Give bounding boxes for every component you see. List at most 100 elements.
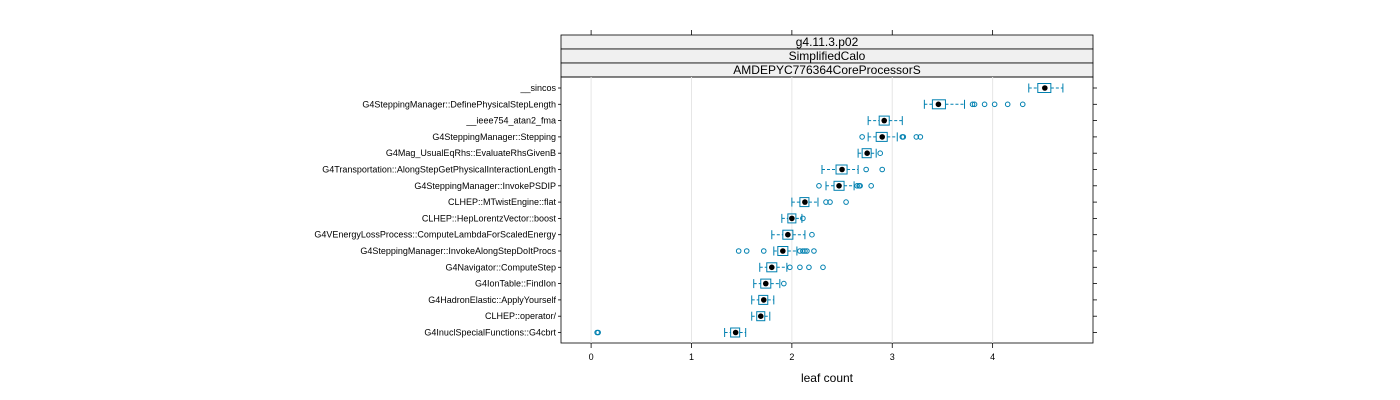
box-rect-6 [833, 180, 845, 191]
median-dot-2 [881, 117, 888, 124]
box-rect-1 [931, 99, 946, 110]
box-3 [859, 131, 924, 142]
box-0 [1028, 83, 1064, 93]
box-rect-3 [875, 131, 888, 142]
outlier-15-1 [595, 329, 601, 336]
category-label-3: G4SteppingManager::Stepping [432, 132, 556, 142]
outlier-5-0 [863, 166, 869, 173]
plot-panel [560, 76, 1094, 344]
outlier-7-0 [823, 199, 829, 205]
median-dot-13 [760, 297, 767, 303]
outlier-1-2 [981, 101, 988, 108]
outlier-4-0 [877, 150, 884, 156]
x-tick-label-2: 2 [789, 352, 794, 362]
x-axis-label: leaf count [801, 371, 854, 385]
outlier-5-1 [879, 166, 886, 173]
outlier-3-3 [913, 134, 920, 140]
outlier-1-5 [1019, 101, 1026, 108]
box-1 [923, 99, 1026, 110]
x-tick-label-0: 0 [589, 352, 594, 362]
category-label-11: G4Navigator::ComputeStep [445, 262, 556, 272]
median-dot-9 [785, 231, 791, 238]
box-rect-0 [1037, 83, 1052, 93]
grid-lines [590, 77, 994, 343]
outlier-10-6 [804, 248, 810, 254]
box-5 [821, 164, 886, 175]
x-tick-label-1: 1 [689, 352, 694, 362]
outlier-6-1 [854, 183, 860, 189]
outlier-6-3 [857, 183, 863, 189]
outlier-7-1 [827, 199, 833, 205]
box-rect-11 [766, 262, 778, 273]
category-label-13: G4HadronElastic::ApplyYourself [428, 295, 556, 305]
outlier-3-4 [917, 134, 924, 140]
outlier-1-1 [971, 101, 978, 108]
outlier-9-0 [809, 231, 815, 238]
outlier-1-4 [1004, 101, 1011, 108]
category-label-6: G4SteppingManager::InvokePSDIP [414, 181, 556, 191]
outlier-3-2 [900, 134, 907, 140]
category-labels: __sincosG4SteppingManager::DefinePhysica… [314, 83, 1097, 338]
strip-1-label: SimplifiedCalo [789, 49, 866, 63]
boxes [594, 83, 1064, 338]
box-rect-9 [782, 229, 794, 240]
strip-0-label: g4.11.3.p02 [796, 35, 859, 49]
median-dot-10 [780, 248, 786, 254]
box-4 [857, 148, 884, 159]
median-dot-12 [762, 280, 769, 287]
box-8 [781, 213, 806, 224]
box-rect-12 [760, 278, 772, 289]
median-dot-6 [836, 183, 842, 189]
median-dot-11 [768, 264, 775, 271]
box-rect-13 [758, 294, 769, 305]
category-label-2: __ieee754_atan2_fma [465, 116, 556, 126]
category-label-7: CLHEP::MTwistEngine::flat [448, 197, 557, 207]
x-tick-label-3: 3 [890, 352, 895, 362]
strip-2-label: AMDEPYC776364CoreProcessorS [733, 63, 920, 77]
category-label-1: G4SteppingManager::DefinePhysicalStepLen… [362, 99, 556, 109]
median-dot-0 [1042, 85, 1048, 91]
median-dot-15 [732, 329, 739, 336]
outlier-10-0 [735, 248, 742, 254]
outlier-1-0 [969, 101, 976, 108]
strip-headers: g4.11.3.p02 SimplifiedCalo AMDEPYC776364… [560, 34, 1094, 78]
box-rect-5 [835, 164, 848, 175]
outlier-11-1 [797, 264, 803, 271]
median-dot-7 [802, 199, 808, 205]
box-rect-4 [861, 148, 872, 159]
category-label-4: G4Mag_UsualEqRhs::EvaluateRhsGivenB [386, 148, 556, 158]
box-9 [771, 229, 815, 240]
box-rect-2 [878, 115, 890, 126]
box-2 [867, 115, 903, 126]
outlier-10-5 [802, 248, 808, 254]
box-rect-15 [730, 327, 741, 338]
category-label-0: __sincos [519, 83, 556, 93]
outlier-11-0 [787, 264, 793, 271]
box-14 [751, 311, 771, 322]
outlier-10-7 [811, 248, 817, 254]
median-dot-1 [935, 101, 942, 108]
median-dot-3 [879, 134, 886, 140]
outlier-10-4 [800, 248, 806, 254]
median-dot-5 [839, 166, 845, 173]
outlier-11-2 [806, 264, 812, 271]
outlier-10-1 [743, 248, 750, 254]
outlier-6-4 [868, 183, 874, 189]
category-label-8: CLHEP::HepLorentzVector::boost [422, 213, 557, 223]
box-6 [816, 180, 874, 191]
category-label-14: CLHEP::operator/ [485, 311, 557, 321]
median-dot-14 [757, 313, 764, 320]
box-15 [594, 327, 747, 338]
box-10 [735, 246, 817, 256]
median-dot-4 [864, 150, 870, 156]
outlier-3-0 [859, 134, 865, 140]
outlier-7-2 [843, 199, 849, 205]
x-tick-label-4: 4 [990, 352, 995, 362]
box-7 [791, 197, 849, 208]
box-rect-7 [799, 197, 810, 208]
category-label-12: G4IonTable::FindIon [475, 279, 556, 289]
box-11 [759, 262, 826, 273]
outlier-12-0 [781, 280, 787, 287]
box-rect-8 [787, 213, 797, 224]
